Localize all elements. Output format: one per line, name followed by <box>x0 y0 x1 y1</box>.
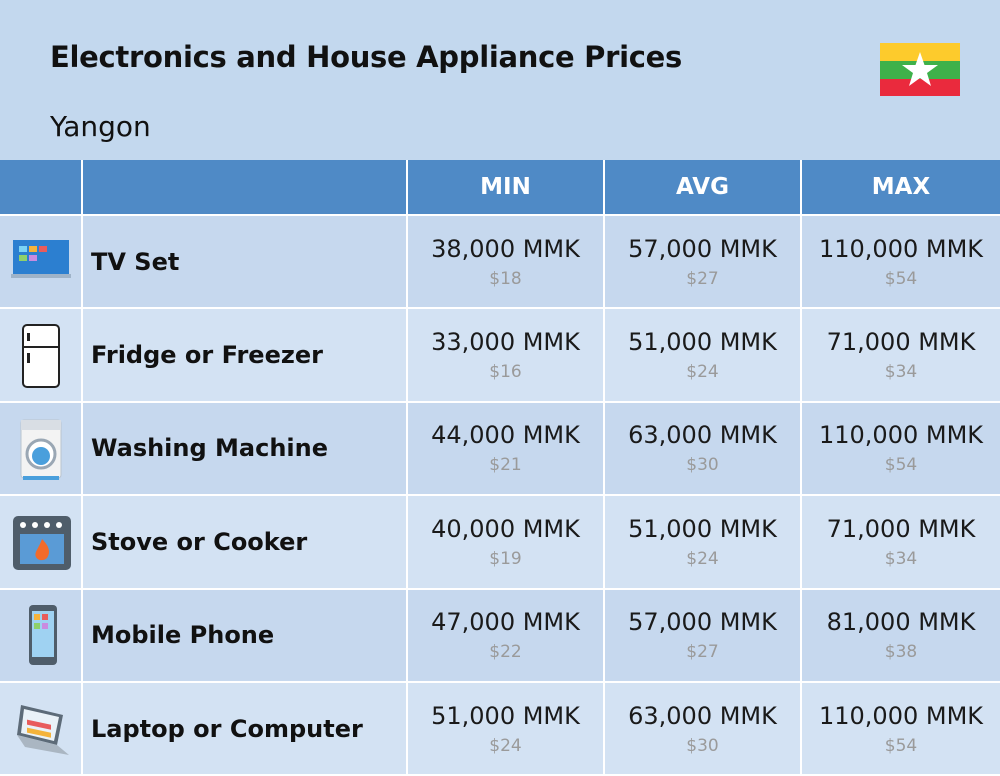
table-cell: 47,000 MMK $22 <box>408 589 605 683</box>
table-cell <box>0 309 83 403</box>
table-cell <box>0 402 83 497</box>
local-price: 110,000 MMK <box>818 701 984 730</box>
table-cell: 40,000 MMK $19 <box>408 496 605 590</box>
item-name-cell: Washing Machine <box>83 402 408 497</box>
usd-price: $27 <box>686 268 719 289</box>
table-cell: 63,000 MMK $30 <box>605 683 802 776</box>
table-cell: 110,000 MMK $54 <box>802 402 1000 497</box>
column-label: AVG <box>676 174 729 200</box>
usd-price: $34 <box>884 548 918 569</box>
usd-price: $34 <box>884 362 918 383</box>
item-icon <box>16 704 69 755</box>
title: Electronics and House Appliance Prices <box>50 40 682 74</box>
local-price: 63,000 MMK <box>628 421 777 450</box>
table-cell: 44,000 MMK $21 <box>408 402 605 497</box>
header-cell <box>0 160 83 216</box>
usd-price: $16 <box>489 362 522 383</box>
item-name: Stove or Cooker <box>91 527 308 556</box>
table-cell: 63,000 MMK $30 <box>605 402 802 497</box>
usd-price: $30 <box>686 455 719 476</box>
table-cell: 71,000 MMK $34 <box>802 496 1000 590</box>
item-name-cell: Laptop or Computer <box>83 683 408 776</box>
usd-price: $18 <box>489 268 522 289</box>
header-cell: MIN <box>408 160 605 216</box>
header-cell: AVG <box>605 160 802 216</box>
usd-price: $38 <box>884 642 918 663</box>
item-icon <box>20 419 61 481</box>
local-price: 51,000 MMK <box>628 514 777 543</box>
table-row: TV Set 38,000 MMK $18 57,000 MMK $27 110,000 … <box>0 216 1000 310</box>
usd-price: $54 <box>884 268 918 289</box>
table-cell: 110,000 MMK $54 <box>802 683 1000 776</box>
table-cell: 110,000 MMK $54 <box>802 216 1000 310</box>
usd-price: $22 <box>489 642 522 663</box>
usd-price: $19 <box>489 548 522 569</box>
local-price: 51,000 MMK <box>628 328 777 357</box>
table-cell: 51,000 MMK $24 <box>605 496 802 590</box>
local-price: 44,000 MMK <box>431 421 580 450</box>
item-name: Mobile Phone <box>91 621 275 650</box>
table-row: Fridge or Freezer 33,000 MMK $16 51,000 MMK… <box>0 309 1000 403</box>
item-name: TV Set <box>91 247 180 276</box>
usd-price: $24 <box>489 735 522 756</box>
item-icon <box>10 239 71 278</box>
column-label: MIN <box>480 174 531 200</box>
usd-price: $21 <box>489 455 522 476</box>
table-cell: 71,000 MMK $34 <box>802 309 1000 403</box>
table-cell <box>0 216 83 310</box>
item-name: Fridge or Freezer <box>91 341 323 370</box>
item-name: Laptop or Computer <box>91 714 363 743</box>
item-icon <box>28 605 57 666</box>
table-cell: 33,000 MMK $16 <box>408 309 605 403</box>
table-row: Washing Machine 44,000 MMK $21 63,000 MMK $3… <box>0 402 1000 497</box>
usd-price: $24 <box>686 548 719 569</box>
item-name-cell: Fridge or Freezer <box>83 309 408 403</box>
table-cell: 38,000 MMK $18 <box>408 216 605 310</box>
table-cell <box>0 589 83 683</box>
header-cell <box>83 160 408 216</box>
table-cell: 57,000 MMK $27 <box>605 216 802 310</box>
local-price: 51,000 MMK <box>431 701 580 730</box>
usd-price: $54 <box>884 455 918 476</box>
local-price: 47,000 MMK <box>431 608 580 637</box>
local-price: 71,000 MMK <box>826 328 976 357</box>
table-cell <box>0 496 83 590</box>
table-cell: 81,000 MMK $38 <box>802 589 1000 683</box>
table-cell: 57,000 MMK $27 <box>605 589 802 683</box>
column-label: MAX <box>871 174 931 200</box>
header-row: MIN AVG MAX <box>0 160 1000 216</box>
local-price: 57,000 MMK <box>628 234 777 263</box>
local-price: 110,000 MMK <box>818 234 984 263</box>
table-row: Mobile Phone 47,000 MMK $22 57,000 MMK $27 81… <box>0 589 1000 683</box>
local-price: 57,000 MMK <box>628 608 777 637</box>
subtitle: Yangon <box>50 110 151 143</box>
usd-price: $30 <box>686 735 719 756</box>
usd-price: $24 <box>686 362 719 383</box>
local-price: 38,000 MMK <box>431 234 580 263</box>
local-price: 110,000 MMK <box>818 421 984 450</box>
item-name: Washing Machine <box>91 434 329 463</box>
usd-price: $27 <box>686 642 719 663</box>
table-row: Stove or Cooker 40,000 MMK $19 51,000 MMK $2… <box>0 496 1000 590</box>
header-cell: MAX <box>802 160 1000 216</box>
item-name-cell: Mobile Phone <box>83 589 408 683</box>
local-price: 71,000 MMK <box>826 514 976 543</box>
table-cell: 51,000 MMK $24 <box>605 309 802 403</box>
local-price: 81,000 MMK <box>826 608 976 637</box>
price-table: MIN AVG MAX TV Set 38,000 MMK $18 57,000 MMK $2… <box>0 160 1000 776</box>
item-name-cell: TV Set <box>83 216 408 310</box>
table-cell: 51,000 MMK $24 <box>408 683 605 776</box>
usd-price: $54 <box>884 735 918 756</box>
table-row: Laptop or Computer 51,000 MMK $24 63,000 MM… <box>0 683 1000 776</box>
item-icon <box>21 324 60 389</box>
item-name-cell: Stove or Cooker <box>83 496 408 590</box>
item-icon <box>12 515 71 570</box>
flag <box>880 43 960 96</box>
table-cell <box>0 683 83 776</box>
local-price: 40,000 MMK <box>431 514 580 543</box>
local-price: 33,000 MMK <box>431 328 580 357</box>
local-price: 63,000 MMK <box>628 701 777 730</box>
